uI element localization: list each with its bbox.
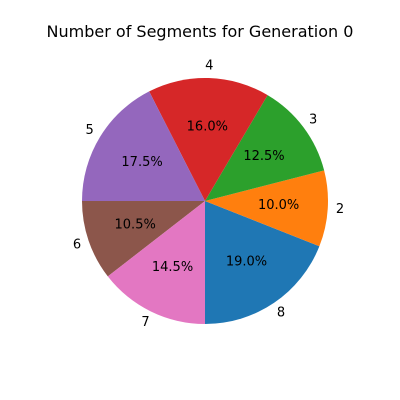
pie-slice-category-label: 5 [85, 123, 93, 138]
pie-slice-4 [149, 78, 268, 201]
pie-slice-percent-label: 12.5% [243, 149, 284, 164]
chart-title: Number of Segments for Generation 0 [46, 22, 354, 41]
pie-slice-category-label: 3 [309, 112, 317, 127]
pie-slice-category-label: 4 [205, 58, 213, 73]
pie-slice-category-label: 7 [141, 315, 149, 330]
pie-slice-percent-label: 10.5% [115, 217, 156, 232]
pie-slice-5 [82, 91, 205, 201]
pie-slice-category-label: 8 [277, 305, 285, 320]
pie-slice-percent-label: 14.5% [152, 260, 193, 275]
pie-slice-6 [82, 201, 205, 277]
pie-slice-8 [205, 201, 320, 324]
pie-slice-percent-label: 16.0% [187, 120, 228, 135]
pie-slice-category-label: 2 [336, 202, 344, 217]
pie-slice-percent-label: 10.0% [258, 198, 299, 213]
pie-slice-2 [205, 170, 328, 247]
pie-slice-percent-label: 17.5% [121, 155, 162, 170]
pie-slice-7 [107, 201, 205, 324]
pie-slice-percent-label: 19.0% [226, 255, 267, 270]
pie-slice-3 [205, 95, 325, 201]
pie-slice-category-label: 6 [73, 237, 81, 252]
